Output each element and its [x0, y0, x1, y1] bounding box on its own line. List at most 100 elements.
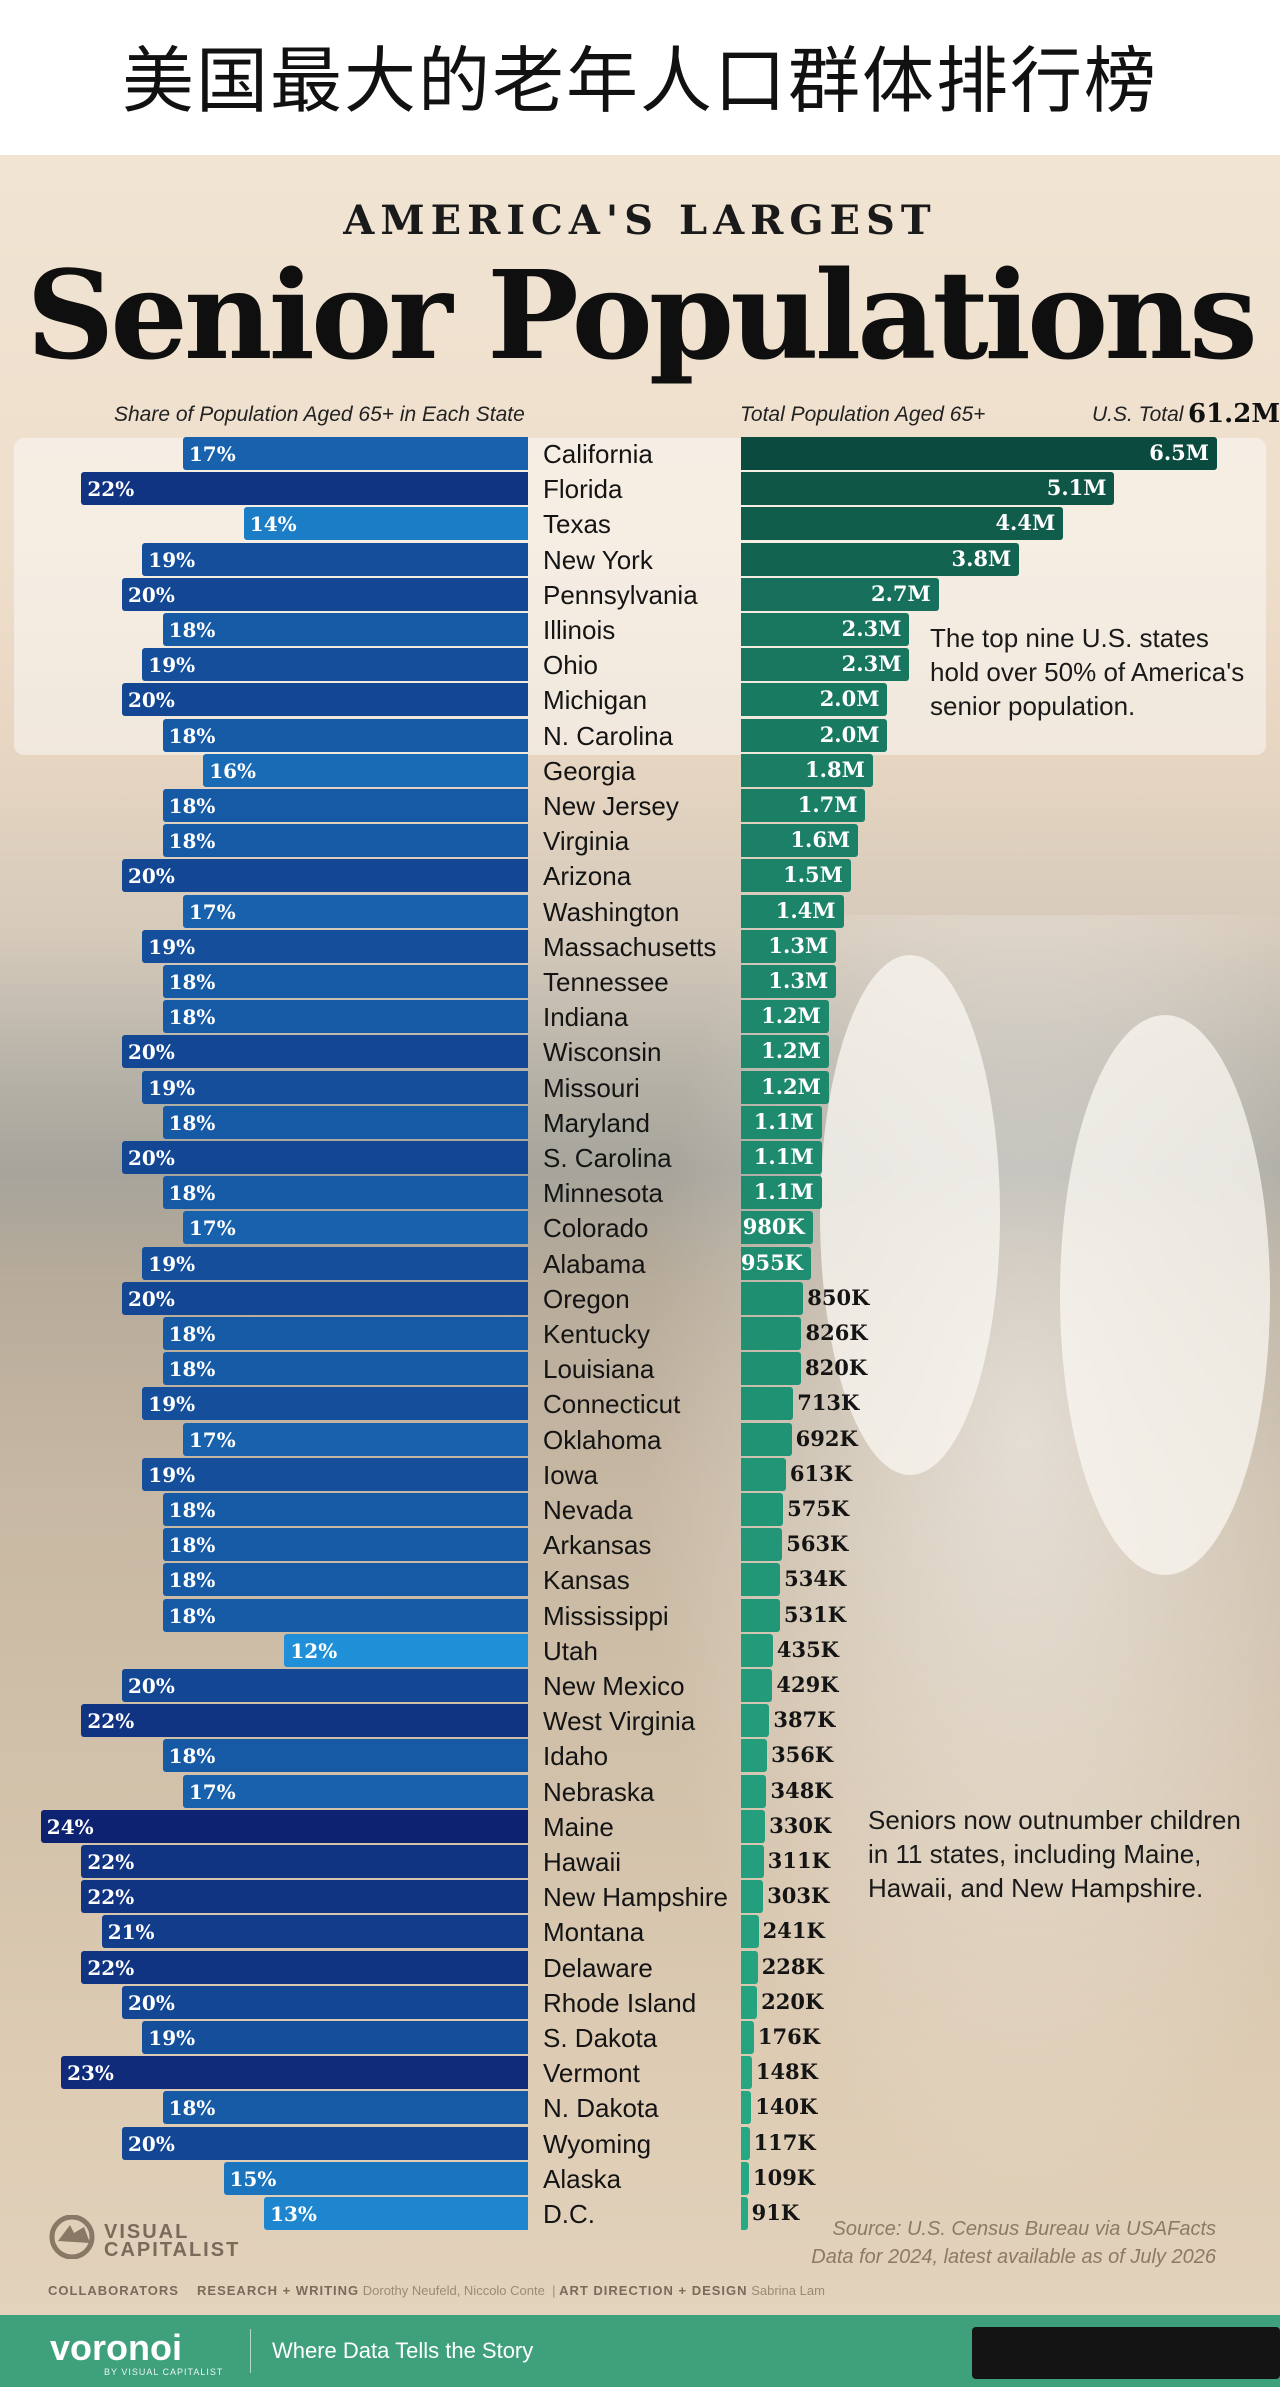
share-bar: 20% [122, 2126, 528, 2160]
total-label: 534K [784, 1566, 847, 1592]
state-name: Louisiana [543, 1354, 655, 1385]
total-label: 575K [787, 1496, 850, 1521]
share-bar: 19% [142, 1457, 528, 1491]
state-name: Virginia [543, 826, 630, 857]
share-label: 19% [148, 1075, 196, 1100]
share-label: 19% [148, 1392, 196, 1417]
state-row: 18% Minnesota 1.1M [0, 1175, 1280, 1210]
share-bar: 18% [162, 1493, 528, 1526]
total-label: 955K [740, 1249, 803, 1275]
couple-photo-figure-right [1060, 1015, 1270, 1575]
total-label: 1.2M [761, 1038, 821, 1064]
total-bar [741, 1528, 783, 1562]
total-label: 1.3M [768, 968, 829, 993]
total-label: 820K [805, 1355, 868, 1381]
total-label: 850K [807, 1284, 870, 1310]
chart-title: Senior Populations [26, 243, 1258, 387]
total-label: 140K [755, 2094, 818, 2120]
state-name: Texas [543, 509, 611, 540]
share-bar: 20% [122, 683, 528, 717]
share-label: 18% [168, 1568, 216, 1593]
left-column-heading: Share of Population Aged 65+ in Each Sta… [114, 403, 525, 426]
total-label: 1.8M [805, 756, 865, 782]
share-bar: 14% [243, 507, 528, 541]
share-label: 14% [249, 512, 297, 537]
total-label: 5.1M [1046, 475, 1107, 501]
total-bar [741, 2091, 752, 2125]
note-mid-line-1: Seniors now outnumber children [868, 1805, 1241, 1835]
total-label: 1.2M [761, 1003, 821, 1029]
share-label: 22% [87, 1850, 135, 1874]
share-bar: 18% [162, 1105, 528, 1139]
state-row: 20% S. Carolina 1.1M [0, 1140, 1280, 1175]
state-name: Colorado [543, 1213, 649, 1244]
state-row: 19% S. Dakota 176K [0, 2020, 1280, 2055]
total-label: 429K [776, 1672, 839, 1697]
state-row: 20% Michigan 2.0M [0, 682, 1280, 717]
total-label: 692K [795, 1425, 858, 1451]
total-bar [741, 1317, 802, 1350]
state-name: New Hampshire [543, 1882, 728, 1913]
share-label: 18% [168, 1744, 216, 1769]
note-top-line-1: The top nine U.S. states [930, 623, 1209, 653]
share-bar: 20% [122, 1035, 528, 1069]
share-label: 22% [87, 1885, 135, 1910]
total-bar [741, 1950, 758, 1984]
state-row: 15% Alaska 109K [0, 2161, 1280, 2196]
share-label: 18% [168, 1005, 216, 1030]
state-name: Tennessee [543, 967, 669, 997]
state-name: Alabama [543, 1248, 646, 1279]
source-note: Source: U.S. Census Bureau via USAFacts … [811, 2215, 1216, 2271]
share-label: 17% [188, 1779, 236, 1804]
share-label: 20% [128, 1146, 175, 1170]
share-bar: 17% [182, 894, 528, 928]
share-label: 21% [107, 1920, 155, 1945]
total-bar [741, 542, 1020, 576]
state-row: 12% Utah 435K [0, 1633, 1280, 1668]
share-label: 18% [168, 1322, 216, 1346]
couple-photo-figure-left [820, 955, 1000, 1475]
total-bar [741, 1915, 759, 1949]
total-label: 1.4M [775, 897, 836, 923]
state-row: 18% Louisiana 820K [0, 1351, 1280, 1386]
state-row: 18% Illinois 2.3M [0, 612, 1280, 647]
visual-capitalist-wordmark: VISUAL CAPITALIST [104, 2222, 240, 2260]
total-label: 109K [752, 2164, 816, 2190]
note-top-nine: The top nine U.S. states hold over 50% o… [930, 621, 1244, 723]
state-row: 17% Colorado 980K [0, 1210, 1280, 1245]
state-name: Oklahoma [543, 1424, 662, 1455]
share-bar: 19% [142, 1246, 528, 1280]
share-bar: 17% [182, 1774, 528, 1808]
share-bar: 20% [122, 1985, 528, 2019]
share-bar: 20% [122, 1281, 528, 1315]
state-row: 19% Iowa 613K [0, 1457, 1280, 1492]
voronoi-logo[interactable]: voronoi [50, 2327, 182, 2368]
note-top-line-2: hold over 50% of America's [930, 657, 1245, 687]
state-name: N. Dakota [543, 2093, 659, 2124]
state-name: Utah [543, 1635, 598, 1666]
share-bar: 16% [203, 753, 528, 787]
total-label: 2.0M [819, 721, 880, 747]
state-name: Montana [543, 1917, 645, 1948]
total-bar [741, 683, 888, 717]
share-bar: 18% [162, 1352, 528, 1386]
state-name: Kentucky [543, 1319, 650, 1349]
note-mid-line-2: in 11 states, including Maine, [868, 1839, 1202, 1869]
state-row: 14% Texas 4.4M [0, 506, 1280, 541]
share-label: 16% [209, 758, 257, 783]
total-label: 330K [769, 1812, 832, 1838]
total-bar [741, 2161, 749, 2195]
share-bar: 18% [162, 2091, 528, 2125]
share-bar: 19% [142, 1387, 528, 1421]
state-name: Rhode Island [543, 1987, 697, 2018]
state-name: Mississippi [543, 1600, 669, 1631]
total-label: 2.7M [870, 580, 931, 606]
total-bar [741, 2056, 752, 2090]
state-row: 19% Ohio 2.3M [0, 647, 1280, 682]
share-label: 13% [270, 2202, 317, 2226]
share-label: 20% [128, 2131, 175, 2156]
state-row: 24% Maine 330K [0, 1809, 1280, 1844]
total-bar [741, 1070, 829, 1104]
source-line-2: Data for 2024, latest available as of Ju… [811, 2246, 1216, 2268]
state-row: 18% Arkansas 563K [0, 1527, 1280, 1562]
